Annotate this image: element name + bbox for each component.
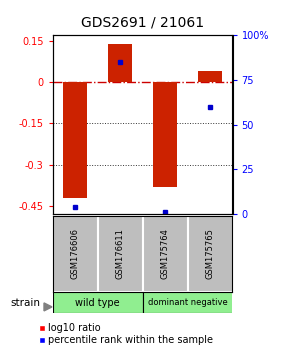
Text: GSM176611: GSM176611 (116, 229, 124, 279)
Polygon shape (44, 303, 52, 311)
Text: GSM176606: GSM176606 (70, 228, 80, 280)
Text: GSM175765: GSM175765 (206, 229, 214, 279)
Bar (198, 71, 222, 82)
Bar (142, 292, 232, 313)
Text: GSM175764: GSM175764 (160, 229, 169, 279)
Bar (108, 44, 132, 82)
Bar (52, 292, 142, 313)
Text: GDS2691 / 21061: GDS2691 / 21061 (81, 16, 204, 30)
Bar (63, 82, 87, 198)
Bar (98, 216, 142, 292)
Bar (188, 216, 232, 292)
Bar (52, 216, 98, 292)
Text: strain: strain (11, 298, 40, 308)
Bar (142, 216, 188, 292)
Bar (153, 82, 177, 187)
Text: dominant negative: dominant negative (148, 298, 227, 307)
Legend: log10 ratio, percentile rank within the sample: log10 ratio, percentile rank within the … (35, 319, 218, 349)
Text: wild type: wild type (75, 298, 120, 308)
